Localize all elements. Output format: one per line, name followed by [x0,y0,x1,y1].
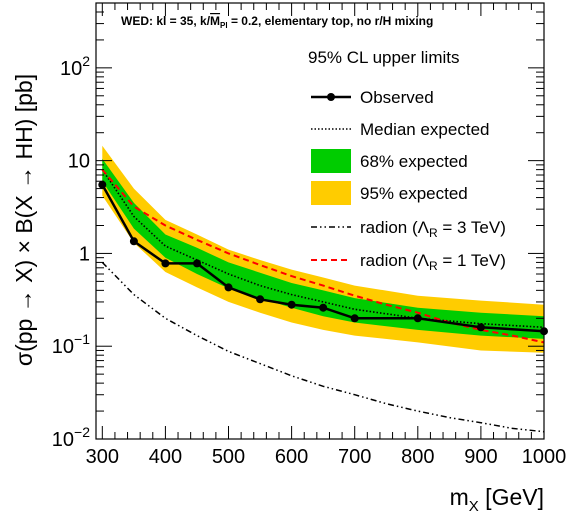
legend-expected-label: Median expected [360,120,489,139]
header-post: = 0.2, elementary top, no r/H mixing [228,14,434,28]
x-tick-label: 400 [149,446,182,468]
legend-radion3-label: radion (ΛR = 3 TeV) [360,218,506,240]
y-tick-exponent: 2 [82,53,90,69]
legend-radion1-main: radion (Λ [360,251,430,270]
observed-point [319,303,328,312]
observed-point [413,314,422,323]
header-label: WED: kl = 35, k/MPl = 0.2, elementary to… [121,14,433,30]
y-axis-title: σ(pp → X) × B(X → HH) [pb] [11,74,37,366]
observed-point [256,295,265,304]
observed-points [98,180,548,336]
radion-1tev-curve [101,168,545,344]
x-tick-label: 700 [338,446,371,468]
x-axis-title-main: m [450,484,469,510]
legend-title: 95% CL upper limits [308,48,460,67]
observed-point [476,323,485,332]
x-axis-title: mX [GeV] [450,484,544,515]
band-68-area [102,158,545,339]
legend-radion1-suffix: = 1 TeV) [438,251,506,270]
x-tick-label: 500 [212,446,245,468]
observed-curve [101,184,545,333]
observed-point [161,259,170,268]
x-tick-label: 900 [464,446,497,468]
y-tick-base: 10 [52,336,74,358]
legend-radion3-sub: R [429,226,438,240]
y-tick-base: 10 [60,58,82,80]
y-tick-base: 10 [52,429,74,451]
legend-band68-label: 68% expected [360,152,468,171]
legend-band95-label: 95% expected [360,184,468,203]
header-pre: WED: kl = 35, k/ [121,14,211,28]
y-tick-label: 102 [60,53,90,80]
legend: 95% CL upper limits Observed Median expe… [308,48,506,273]
y-tick-base: 1 [79,243,90,265]
legend-observed-marker [327,93,335,101]
y-tick-label: 1 [79,243,90,265]
observed-point [287,300,296,309]
x-tick-label: 600 [275,446,308,468]
plot-frame [95,2,545,440]
legend-radion3-suffix: = 3 TeV) [438,218,506,237]
y-tick-base: 10 [68,151,90,173]
x-tick-label: 800 [401,446,434,468]
x-tick-label: 1000 [522,446,567,468]
legend-radion3-main: radion (Λ [360,218,430,237]
legend-observed-label: Observed [360,88,434,107]
legend-band68-swatch [311,149,351,173]
legend-band95-swatch [311,181,351,205]
legend-radion1-label: radion (ΛR = 1 TeV) [360,251,506,273]
header-mbar: M [210,14,220,28]
observed-point [224,283,233,292]
y-tick-label: 10−1 [52,331,90,358]
observed-point [129,237,138,246]
legend-radion1-sub: R [429,259,438,273]
y-tick-label: 10 [68,151,90,173]
y-tick-label: 10−2 [52,424,90,451]
x-axis-title-sub: X [469,498,479,515]
y-tick-exponent: −1 [74,331,90,347]
observed-point [350,314,359,323]
observed-point [193,259,201,268]
band-95-area [102,145,545,353]
observed-point [98,180,107,189]
x-tick-label: 300 [86,446,119,468]
radion-3tev-curve [101,261,545,433]
y-tick-exponent: −2 [74,424,90,440]
x-axis-title-unit: [GeV] [479,484,544,510]
limit-curves [101,168,545,433]
header-mbar-sub: Pl [220,21,228,30]
expected-bands [102,145,545,353]
